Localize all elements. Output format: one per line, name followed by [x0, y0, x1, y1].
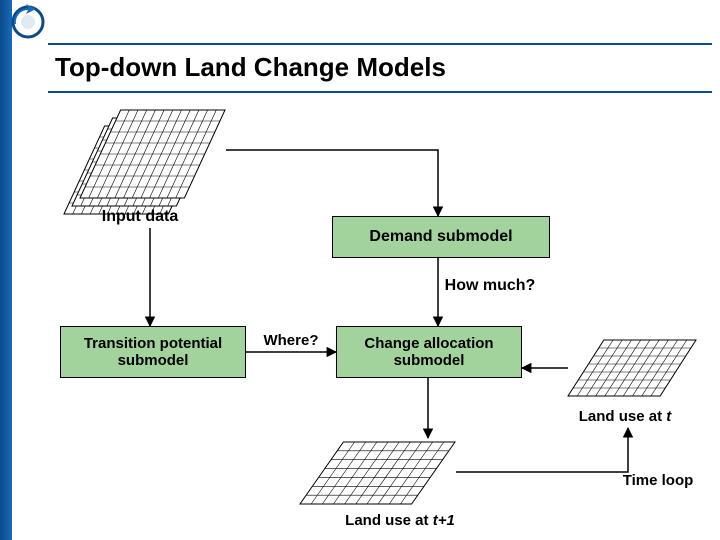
transition-submodel-box: Transition potential submodel	[60, 326, 246, 378]
inpe-logo-icon	[8, 2, 48, 42]
slide-sidebar	[0, 0, 12, 540]
input-data-label: Input data	[85, 208, 195, 226]
time-loop-label: Time loop	[608, 472, 708, 489]
land-use-tp1-label: Land use at t+1	[320, 512, 480, 529]
allocation-submodel-box: Change allocation submodel	[336, 326, 522, 378]
demand-submodel-box: Demand submodel	[332, 216, 550, 258]
how-much-label: How much?	[430, 277, 550, 295]
land-use-t-label: Land use at t	[550, 408, 700, 425]
page-title: Top-down Land Change Models	[55, 52, 446, 83]
where-label: Where?	[256, 332, 326, 349]
